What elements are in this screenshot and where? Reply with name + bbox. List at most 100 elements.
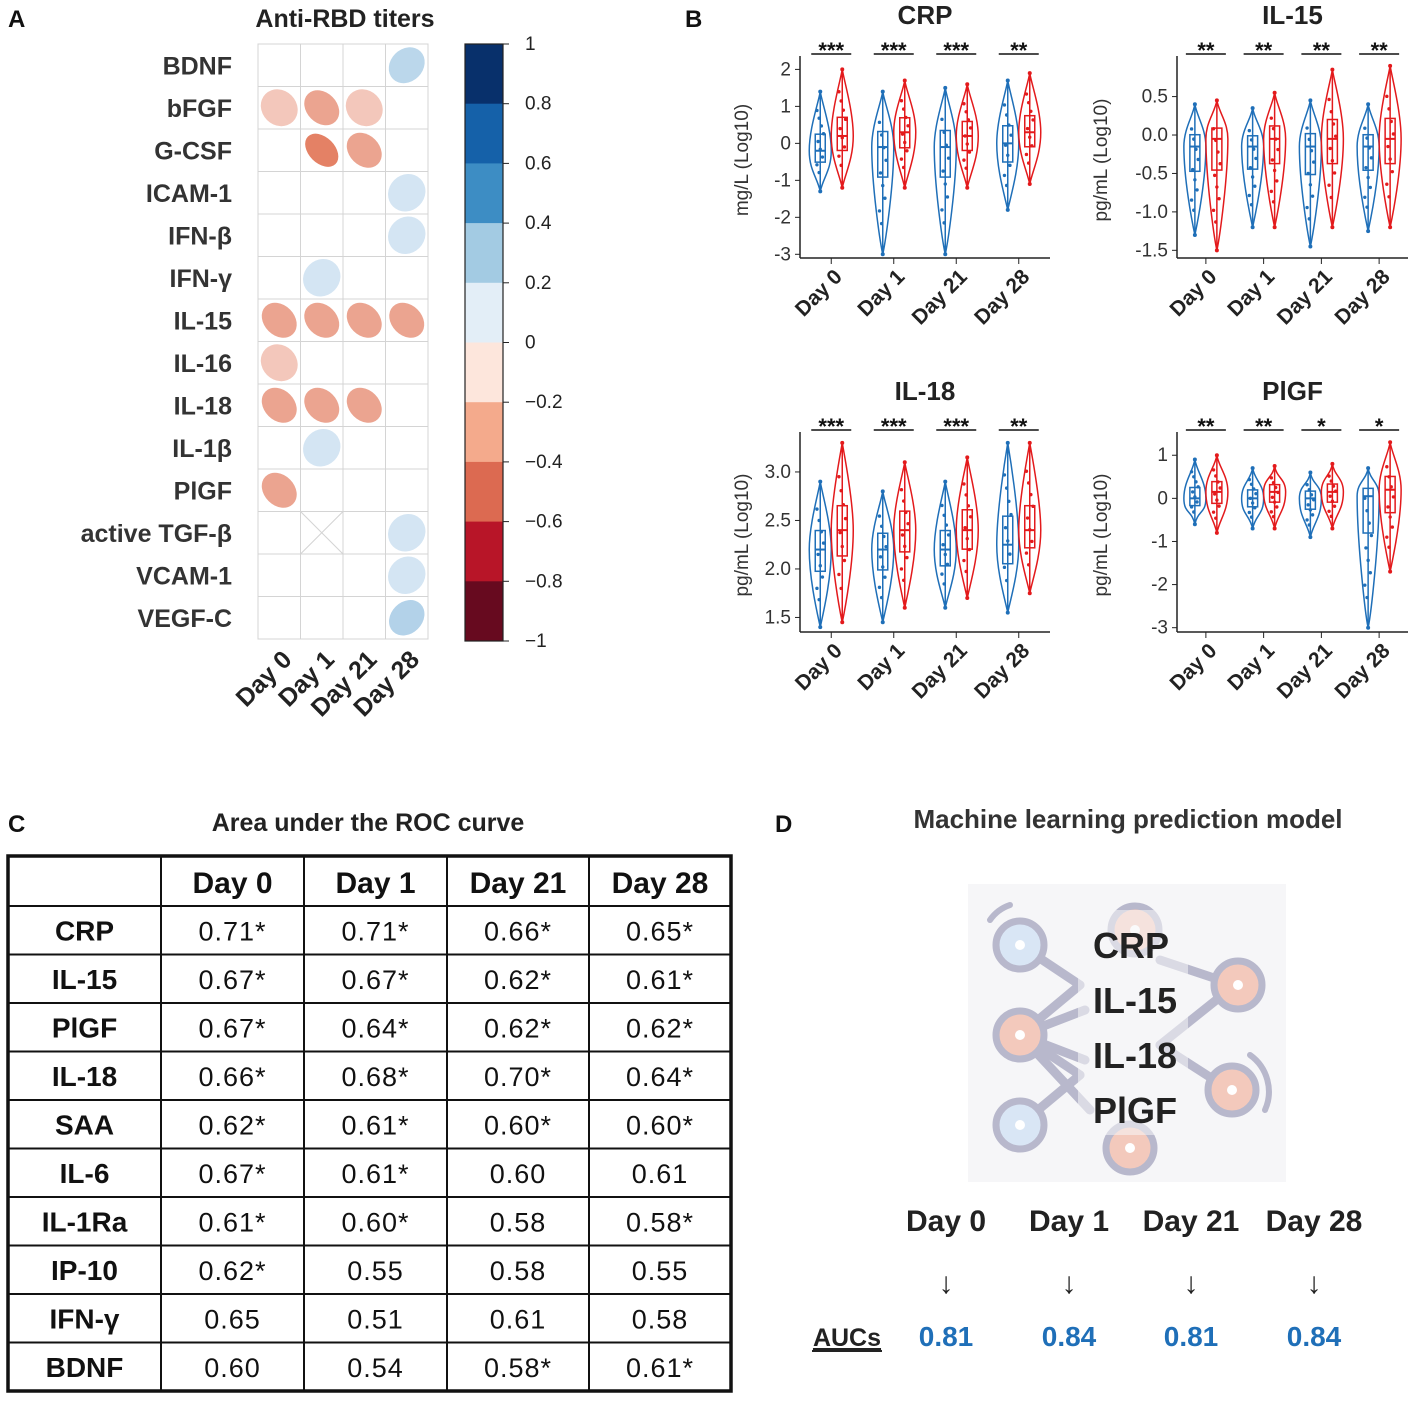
y-tick-label: 2.0 bbox=[765, 559, 791, 580]
violin-point bbox=[1310, 513, 1315, 517]
table-column-header: Day 0 bbox=[192, 867, 272, 900]
violin-point bbox=[1271, 126, 1276, 131]
violin-point bbox=[881, 565, 885, 569]
violin-point bbox=[1271, 480, 1276, 485]
violin-point bbox=[883, 575, 887, 579]
violin-point bbox=[1031, 118, 1035, 122]
table-cell: 0.71* bbox=[341, 916, 409, 946]
violin-point bbox=[1389, 485, 1393, 489]
violin-point bbox=[1247, 128, 1252, 133]
heatmap-ellipse bbox=[305, 133, 339, 167]
violin-point bbox=[1192, 232, 1197, 237]
violin-point bbox=[1004, 578, 1009, 583]
table-cell: 0.62* bbox=[198, 1256, 266, 1286]
heatmap-ellipse bbox=[346, 302, 382, 338]
x-tick-label: Day 21 bbox=[1273, 639, 1337, 703]
correlation-heatmap: Anti-RBD titers BDNF bFGF G-CSF ICAM-1 IFN-β… bbox=[81, 5, 563, 722]
violin-point bbox=[1218, 486, 1222, 490]
violin-point bbox=[1025, 126, 1030, 131]
violin-point bbox=[943, 552, 947, 557]
violin-point bbox=[815, 163, 819, 167]
x-tick-label: Day 1 bbox=[853, 639, 909, 695]
violin-box bbox=[877, 532, 889, 571]
table-cell: 0.61* bbox=[341, 1110, 409, 1140]
violin-point bbox=[818, 89, 823, 94]
y-tick-label: 0 bbox=[1157, 488, 1168, 509]
y-tick-label: 1 bbox=[1157, 445, 1168, 466]
violin-point bbox=[815, 108, 819, 113]
violin-point bbox=[905, 149, 909, 153]
violin-point bbox=[1328, 146, 1332, 151]
heatmap-ellipse bbox=[260, 344, 298, 382]
violin-point bbox=[1025, 516, 1030, 520]
table-cell: 0.55 bbox=[347, 1256, 404, 1286]
violin-point bbox=[1366, 625, 1371, 630]
violin-point bbox=[842, 145, 847, 149]
violin-point bbox=[1247, 477, 1252, 482]
violin-point bbox=[1214, 516, 1218, 520]
violin-point bbox=[1309, 493, 1314, 497]
violin-point bbox=[1031, 504, 1035, 509]
table-cell: 0.65* bbox=[626, 916, 694, 946]
violin-point bbox=[840, 185, 845, 190]
violin-point bbox=[1026, 563, 1031, 567]
violin-point bbox=[1272, 90, 1277, 95]
x-tick-label: Day 1 bbox=[1223, 639, 1279, 695]
violin-point bbox=[1005, 610, 1010, 615]
violin-point bbox=[1270, 158, 1275, 162]
violin-point bbox=[902, 460, 907, 465]
violin-point bbox=[1005, 207, 1010, 212]
table-row-label: IL-1Ra bbox=[42, 1206, 128, 1237]
table-column-header: Day 1 bbox=[335, 867, 415, 900]
violin-point bbox=[1029, 109, 1033, 114]
violin-point bbox=[1004, 486, 1009, 490]
heatmap-ellipse bbox=[388, 174, 426, 212]
violin-point bbox=[940, 117, 944, 122]
violin-point bbox=[817, 170, 821, 175]
table-title: Area under the ROC curve bbox=[212, 809, 525, 837]
network-node-core bbox=[1015, 1030, 1025, 1040]
violin-point bbox=[1307, 217, 1311, 221]
heatmap-ellipse bbox=[261, 472, 297, 508]
violin-point bbox=[1385, 182, 1389, 186]
violin-point bbox=[1249, 515, 1254, 519]
violin-point bbox=[1247, 510, 1252, 515]
violin-box bbox=[1268, 125, 1281, 165]
violin-point bbox=[1365, 509, 1369, 513]
violin-point bbox=[1363, 583, 1367, 587]
violin-point bbox=[1192, 457, 1197, 462]
violin-point bbox=[1193, 495, 1197, 499]
violin-point bbox=[1332, 504, 1337, 508]
y-tick-label: 0.5 bbox=[1142, 87, 1168, 108]
violin-box bbox=[1362, 133, 1374, 171]
violin-point bbox=[941, 543, 945, 547]
table-cell: 0.67* bbox=[198, 965, 266, 995]
panel-letter-d: D bbox=[775, 811, 792, 838]
violin-point bbox=[884, 544, 888, 549]
heatmap-row-label: ICAM-1 bbox=[146, 180, 232, 208]
heatmap-row-label: IFN-γ bbox=[170, 265, 233, 293]
violin-point bbox=[1307, 523, 1311, 527]
panel-letter-a: A bbox=[8, 6, 25, 33]
violin-point bbox=[902, 78, 907, 83]
violin-point bbox=[1366, 466, 1371, 471]
table-cell: 0.62* bbox=[198, 1110, 266, 1140]
violin-point bbox=[1250, 466, 1255, 471]
violin-point bbox=[1271, 200, 1276, 204]
violin-point bbox=[943, 605, 948, 610]
violin-point bbox=[839, 586, 843, 591]
violin-point bbox=[1365, 595, 1369, 600]
x-tick-label: Day 28 bbox=[970, 639, 1034, 703]
violin-point bbox=[838, 126, 842, 131]
heatmap-ellipse bbox=[304, 387, 340, 423]
violin-point bbox=[1327, 474, 1331, 478]
violin-point bbox=[941, 169, 945, 173]
violin-point bbox=[1189, 470, 1194, 474]
violin-point bbox=[880, 489, 885, 494]
violin-point bbox=[815, 507, 819, 511]
violin-point bbox=[877, 514, 882, 518]
violin-point bbox=[879, 524, 884, 528]
y-tick-label: 0.0 bbox=[1142, 125, 1168, 146]
violin-point bbox=[883, 196, 887, 200]
violin-point bbox=[1270, 495, 1275, 499]
